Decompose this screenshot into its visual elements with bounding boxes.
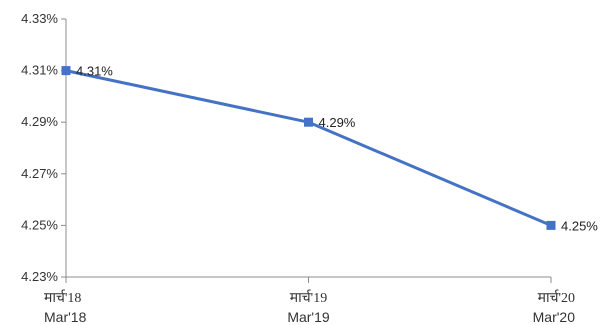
data-point xyxy=(61,66,71,76)
x-tick-label-primary: मार्च'19 xyxy=(290,289,327,306)
data-point xyxy=(546,220,556,230)
data-label: 4.25% xyxy=(561,218,598,233)
x-axis: मार्च'18 Mar'18 मार्च'19 Mar'19 मार्च'20 Mar'… xyxy=(44,276,576,325)
data-label: 4.29% xyxy=(319,115,356,130)
y-tick-label: 4.29% xyxy=(21,114,58,129)
y-tick-label: 4.31% xyxy=(21,63,58,78)
x-tick-label-secondary: Mar'20 xyxy=(533,309,576,325)
data-label: 4.31% xyxy=(76,64,113,79)
x-tick-label-primary: मार्च'18 xyxy=(44,289,81,306)
y-tick-label: 4.33% xyxy=(21,11,58,26)
y-axis: 4.23% 4.25% 4.27% 4.29% 4.31% 4.33% xyxy=(21,11,67,284)
x-tick-label-primary: मार्च'20 xyxy=(538,289,575,306)
data-point xyxy=(304,117,313,127)
y-tick-label: 4.23% xyxy=(21,269,58,284)
x-tick-label-secondary: Mar'18 xyxy=(44,309,87,325)
y-tick-label: 4.25% xyxy=(21,217,58,232)
series-group: 4.31% 4.29% 4.25% xyxy=(61,64,598,233)
x-tick-label-secondary: Mar'19 xyxy=(287,309,330,325)
y-tick-label: 4.27% xyxy=(21,166,58,181)
series-line xyxy=(65,69,552,227)
